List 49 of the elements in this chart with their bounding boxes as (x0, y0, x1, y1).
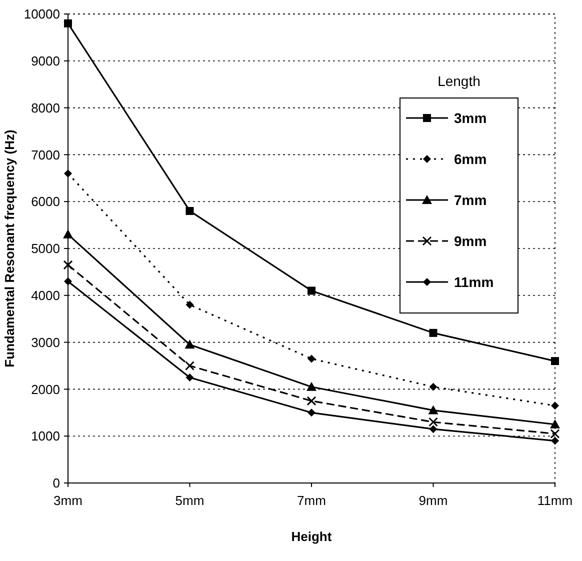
y-tick-label: 10000 (24, 6, 60, 22)
point (186, 373, 194, 382)
legend-title: Length (438, 73, 480, 89)
point (184, 340, 195, 349)
point (429, 328, 438, 337)
y-tick-label: 9000 (31, 53, 60, 68)
point (185, 361, 194, 370)
point (551, 436, 559, 445)
point (64, 277, 72, 286)
x-tick-label: 11mm (537, 493, 573, 508)
x-tick-label: 7mm (297, 493, 326, 508)
y-tick-label: 1000 (31, 428, 60, 444)
point (63, 260, 73, 270)
legend-label: 3mm (454, 110, 487, 126)
point (186, 300, 194, 309)
point (64, 169, 72, 178)
y-axis-title: Fundamental Resonant frequency (Hz) (2, 130, 17, 368)
point (186, 206, 194, 215)
y-tick-label: 2000 (31, 382, 60, 397)
point (551, 357, 559, 366)
y-tick-label: 6000 (31, 194, 60, 210)
point (429, 425, 438, 434)
point (306, 396, 316, 406)
y-tick-label: 8000 (31, 100, 60, 116)
y-tick-label: 4000 (31, 288, 60, 303)
legend-label: 7mm (454, 192, 487, 208)
x-tick-label: 5mm (175, 493, 204, 508)
point (550, 419, 560, 428)
point (550, 429, 560, 439)
y-tick-label: 0 (52, 476, 60, 491)
point (308, 408, 316, 417)
point (308, 286, 316, 295)
point (428, 405, 438, 414)
point (429, 382, 438, 391)
point (63, 229, 73, 238)
x-tick-label: 3mm (54, 493, 82, 508)
legend-label: 9mm (454, 232, 487, 249)
point (64, 19, 72, 28)
point (428, 417, 438, 427)
y-tick-label: 5000 (31, 241, 60, 256)
y-tick-label: 3000 (31, 334, 60, 350)
legend-label: 6mm (454, 150, 487, 167)
x-tick-label: 9mm (418, 493, 448, 508)
point (308, 354, 316, 363)
point (551, 402, 559, 410)
y-tick-label: 7000 (31, 147, 60, 162)
x-axis-title: Height (291, 529, 332, 544)
legend-label: 11mm (454, 274, 494, 290)
point (306, 382, 316, 391)
